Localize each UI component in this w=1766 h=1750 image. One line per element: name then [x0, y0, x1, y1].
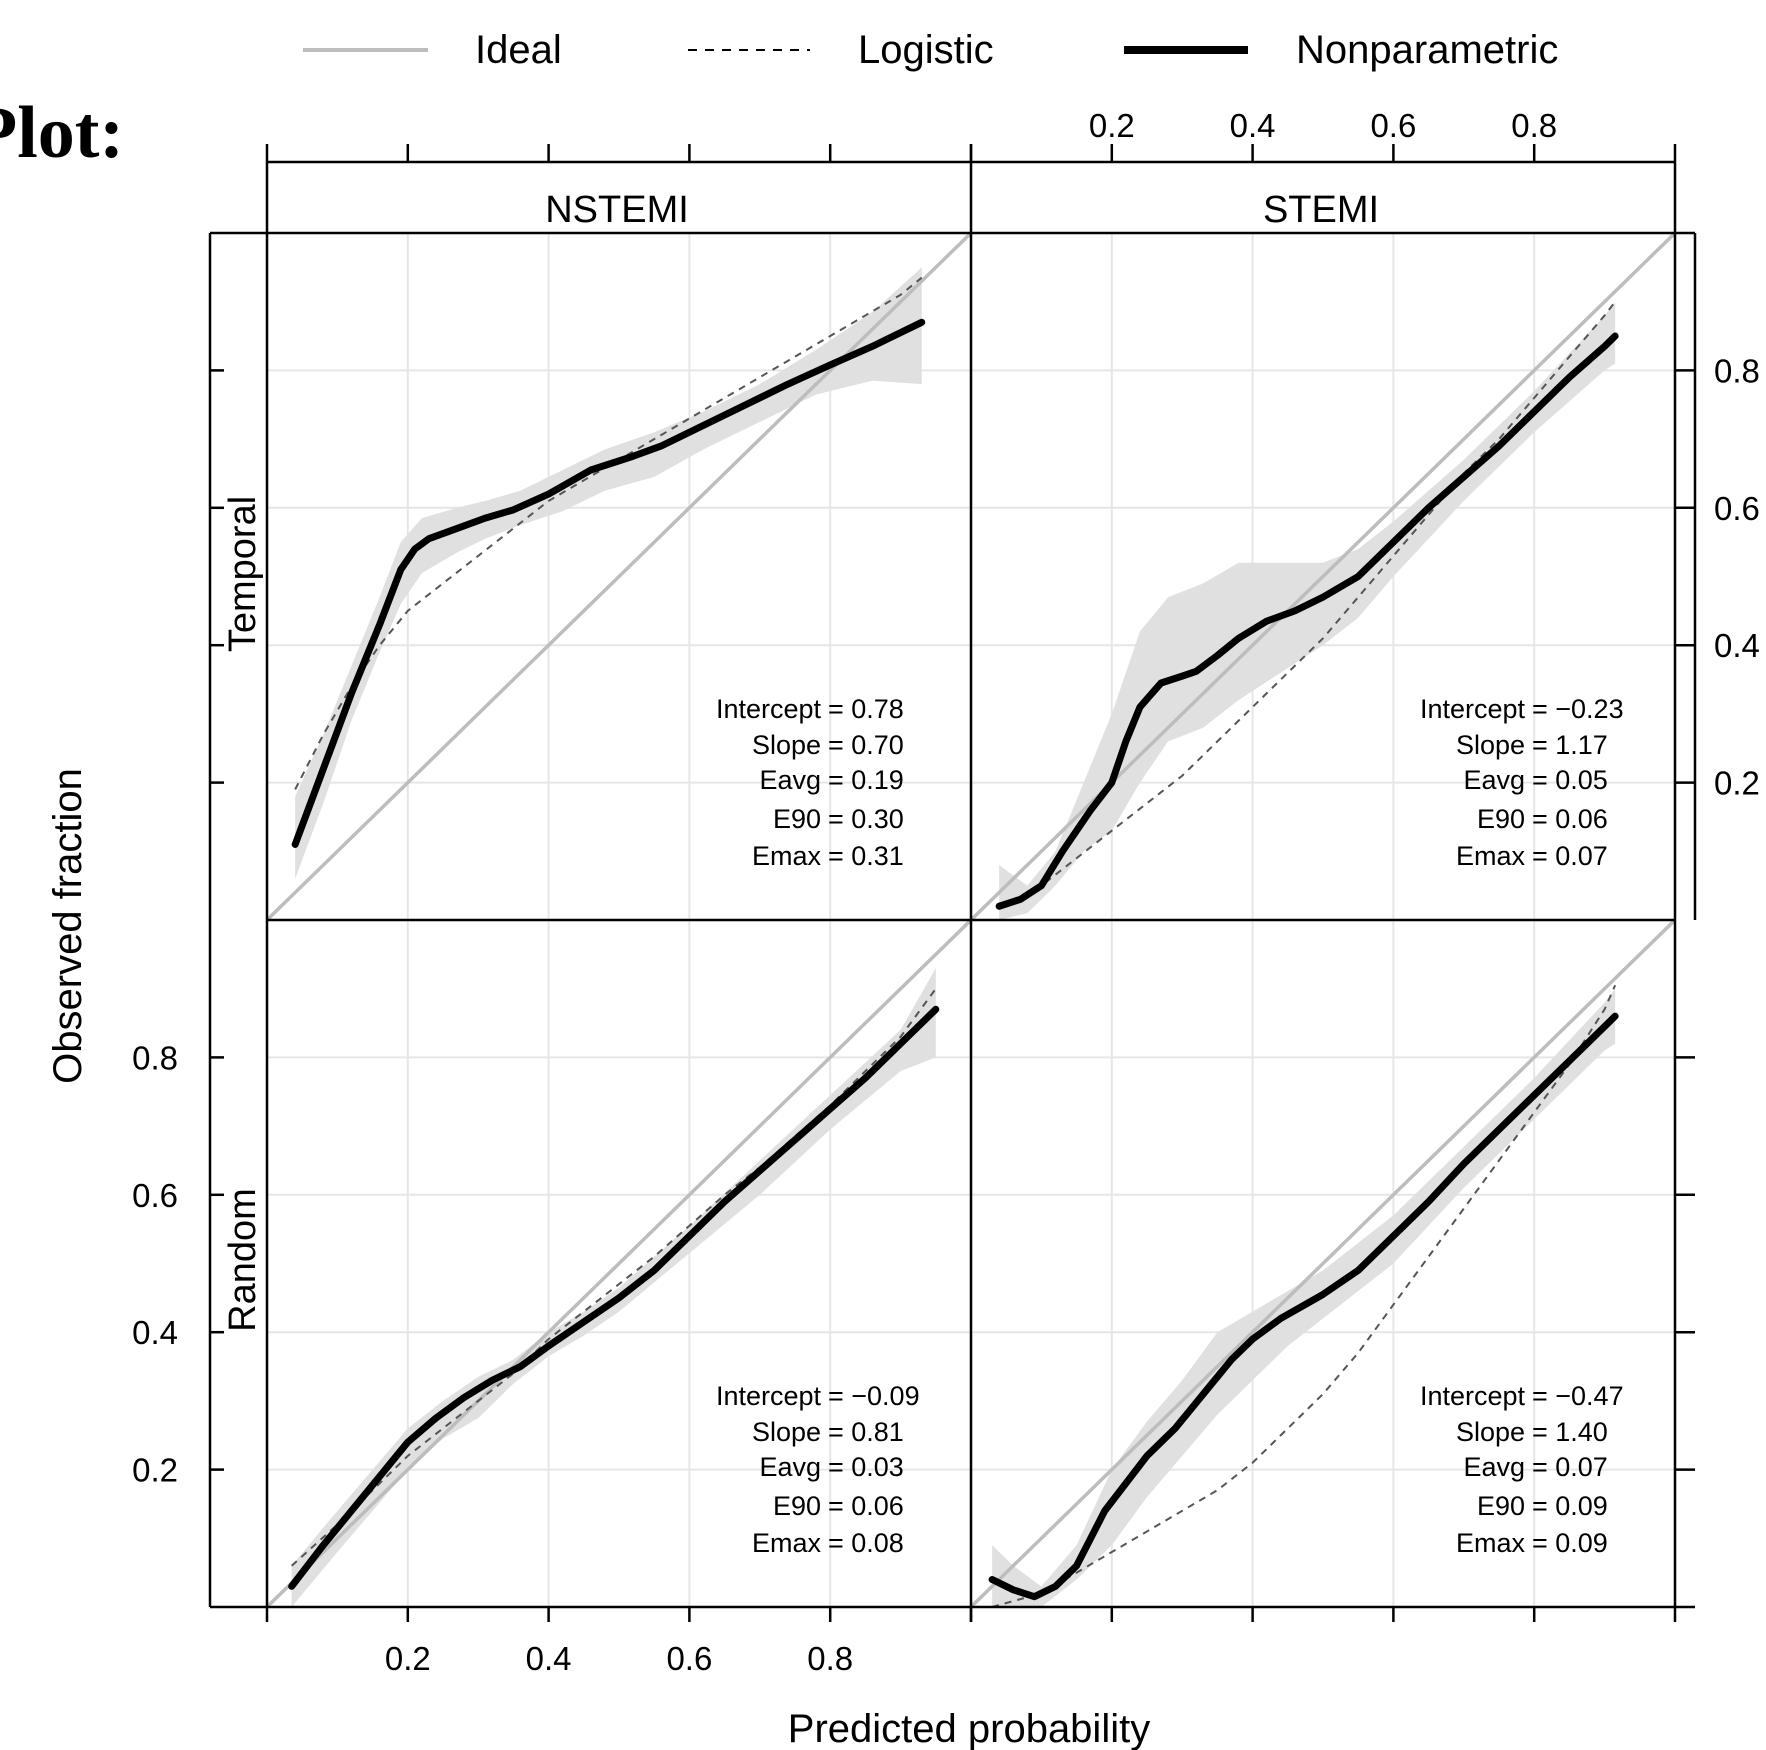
panel-series	[267, 920, 971, 1607]
stat-label: Emax	[1456, 1528, 1526, 1558]
stat-value: = −0.09	[828, 1381, 920, 1411]
stat-value: = 1.40	[1532, 1417, 1608, 1447]
confidence-band	[295, 267, 922, 879]
stat-value: = 1.17	[1532, 730, 1608, 760]
y-tick-label-right: 0.8	[1714, 352, 1760, 389]
logistic-curve	[998, 301, 1616, 908]
stat-label: Emax	[752, 841, 822, 871]
row-label-temporal: Temporal	[222, 496, 264, 652]
stat-value: = 0.06	[1532, 804, 1608, 834]
stat-label: Eavg	[759, 765, 821, 795]
stat-value: = 0.78	[828, 694, 904, 724]
stat-label: Eavg	[1463, 1452, 1525, 1482]
strip-label-nstemi: NSTEMI	[545, 189, 689, 231]
stat-label: E90	[1477, 1491, 1525, 1521]
partial-heading: Plot:	[0, 92, 124, 174]
ideal-line	[971, 920, 1675, 1607]
y-tick-label-right: 0.6	[1714, 490, 1760, 527]
x-tick-label-top: 0.2	[1089, 107, 1135, 144]
panel-series	[971, 233, 1675, 920]
panel-series	[971, 920, 1675, 1607]
x-tick-label-top: 0.4	[1230, 107, 1276, 144]
stat-label: Intercept	[716, 694, 822, 724]
x-tick-label-bottom: 0.2	[385, 1640, 431, 1677]
stat-value: = 0.07	[1532, 1452, 1608, 1482]
x-tick-label-bottom: 0.6	[666, 1640, 712, 1677]
stat-value: = 0.07	[1532, 841, 1608, 871]
stat-value: = 0.09	[1532, 1491, 1608, 1521]
logistic-curve	[290, 988, 937, 1567]
y-tick-label-left: 0.8	[132, 1039, 178, 1076]
nonparametric-curve	[995, 332, 1619, 910]
x-axis-title: Predicted probability	[788, 1707, 1150, 1750]
logistic-curve	[991, 984, 1617, 1607]
nonparametric-curve	[291, 318, 926, 848]
stat-label: Intercept	[716, 1381, 822, 1411]
legend-logistic-label: Logistic	[858, 28, 994, 72]
stat-label: E90	[773, 1491, 821, 1521]
stat-label: Slope	[1456, 1417, 1525, 1447]
x-tick-label-top: 0.6	[1370, 107, 1416, 144]
stat-label: Slope	[1456, 730, 1525, 760]
y-tick-label-left: 0.4	[132, 1314, 178, 1351]
stat-value: = −0.23	[1532, 694, 1624, 724]
legend-ideal-label: Ideal	[475, 28, 562, 72]
x-tick-label-bottom: 0.8	[807, 1640, 853, 1677]
y-tick-label-right: 0.2	[1714, 765, 1760, 802]
logistic-curve	[294, 276, 923, 790]
stat-label: Eavg	[1463, 765, 1525, 795]
row-label-random: Random	[222, 1188, 264, 1332]
y-tick-label-left: 0.2	[132, 1452, 178, 1489]
stat-value: = 0.30	[828, 804, 904, 834]
stat-value: = 0.81	[828, 1417, 904, 1447]
stat-value: = 0.09	[1532, 1528, 1608, 1558]
panel-series	[267, 233, 971, 920]
stat-label: Emax	[752, 1528, 822, 1558]
x-tick-label-bottom: 0.4	[526, 1640, 572, 1677]
stat-label: Slope	[752, 1417, 821, 1447]
stat-value: = 0.06	[828, 1491, 904, 1521]
stat-label: Eavg	[759, 1452, 821, 1482]
stat-value: = 0.70	[828, 730, 904, 760]
strip-label-stemi: STEMI	[1263, 189, 1379, 231]
stat-value: = −0.47	[1532, 1381, 1624, 1411]
stat-label: E90	[773, 804, 821, 834]
stat-value: = 0.03	[828, 1452, 904, 1482]
legend: Ideal Logistic Nonparametric	[303, 28, 1558, 72]
y-axis-title: Observed fraction	[46, 768, 90, 1084]
x-tick-label-top: 0.8	[1511, 107, 1557, 144]
ideal-line	[267, 920, 971, 1607]
stat-value: = 0.05	[1532, 765, 1608, 795]
nonparametric-curve	[988, 1012, 1619, 1601]
stat-label: Intercept	[1420, 694, 1526, 724]
confidence-band	[999, 301, 1616, 920]
y-tick-label-right: 0.4	[1714, 627, 1760, 664]
legend-nonparametric-label: Nonparametric	[1296, 28, 1558, 72]
ideal-line	[971, 233, 1675, 920]
stat-label: E90	[1477, 804, 1525, 834]
nonparametric-curve	[288, 1005, 940, 1590]
stat-value: = 0.08	[828, 1528, 904, 1558]
ideal-line	[267, 233, 971, 920]
stat-value: = 0.31	[828, 841, 904, 871]
stat-label: Intercept	[1420, 1381, 1526, 1411]
y-tick-label-left: 0.6	[132, 1177, 178, 1214]
stat-label: Emax	[1456, 841, 1526, 871]
stat-value: = 0.19	[828, 765, 904, 795]
stat-label: Slope	[752, 730, 821, 760]
